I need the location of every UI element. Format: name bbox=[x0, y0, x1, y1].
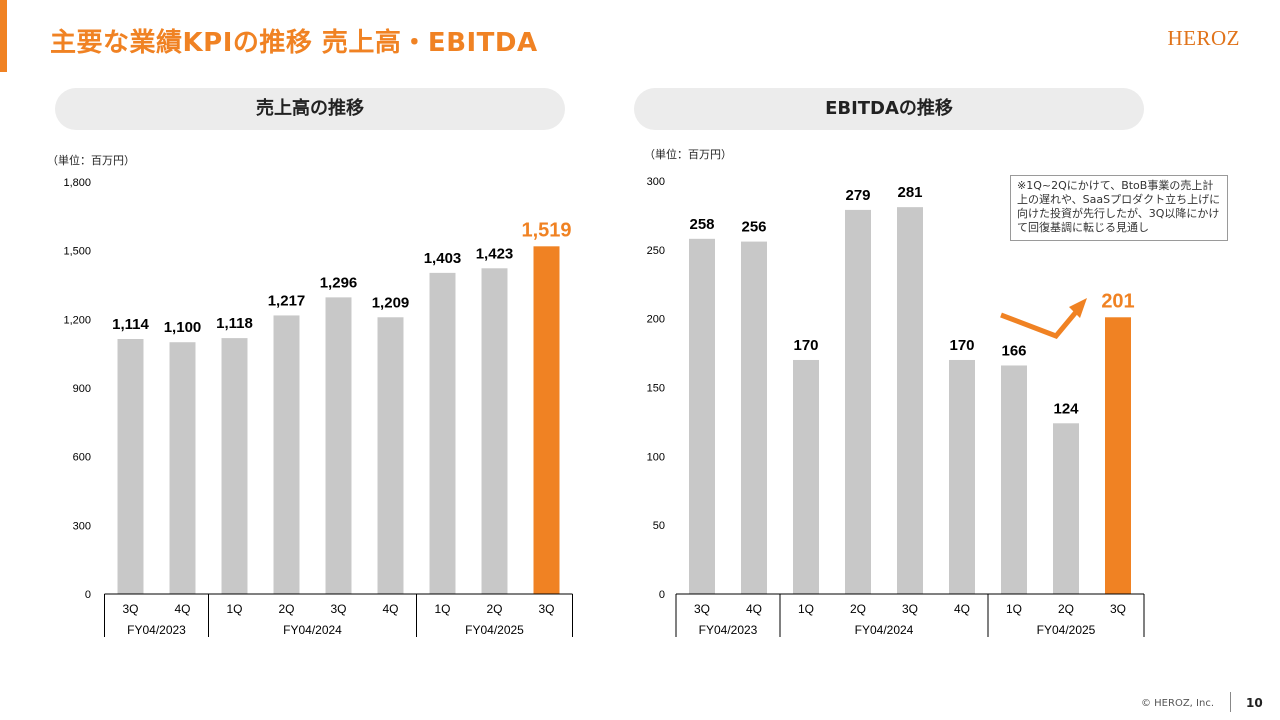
sales-bar-chart: 0 300 600 900 1,200 1,500 1,800 1,114 1,100 1,118… bbox=[63, 177, 573, 637]
data-label: 170 bbox=[793, 337, 818, 354]
x-group-label: FY04/2025 bbox=[1037, 623, 1096, 637]
title-accent-bar bbox=[0, 0, 7, 72]
ebitda-unit-label: （単位：百万円） bbox=[644, 148, 732, 161]
bar-highlight bbox=[533, 246, 560, 594]
y-tick-label: 1,200 bbox=[63, 314, 91, 326]
data-label: 256 bbox=[741, 219, 766, 236]
bar bbox=[949, 359, 975, 594]
x-category-label: 3Q bbox=[694, 602, 710, 616]
bar bbox=[1053, 423, 1079, 594]
x-group-label: FY04/2023 bbox=[699, 623, 758, 637]
y-tick-label: 900 bbox=[73, 383, 91, 395]
bar bbox=[897, 207, 923, 594]
ebitda-section-title: EBITDAの推移 bbox=[634, 88, 1144, 130]
data-label: 170 bbox=[949, 337, 974, 354]
bar bbox=[325, 297, 352, 594]
x-category-label: 2Q bbox=[278, 602, 294, 616]
x-category-label: 1Q bbox=[798, 602, 814, 616]
y-tick-label: 200 bbox=[647, 314, 665, 326]
footer-divider bbox=[1230, 692, 1231, 712]
y-tick-label: 50 bbox=[653, 520, 665, 532]
x-group-label: FY04/2024 bbox=[855, 623, 914, 637]
bar bbox=[741, 241, 767, 594]
x-category-label: 3Q bbox=[1110, 602, 1126, 616]
x-category-label: 4Q bbox=[382, 602, 398, 616]
y-tick-label: 300 bbox=[647, 176, 665, 188]
data-label: 1,100 bbox=[164, 319, 202, 336]
page-number: 10 bbox=[1246, 696, 1263, 710]
data-label: 124 bbox=[1053, 400, 1079, 417]
x-group-label: FY04/2025 bbox=[465, 623, 524, 637]
x-category-label: 1Q bbox=[226, 602, 242, 616]
data-label: 1,519 bbox=[521, 219, 571, 241]
data-label: 1,118 bbox=[216, 315, 253, 332]
heroz-logo: HEROZ bbox=[1167, 26, 1240, 50]
page-title: 主要な業績KPIの推移 売上高・EBITDA bbox=[50, 28, 538, 58]
bar bbox=[1001, 365, 1027, 594]
bar bbox=[429, 272, 456, 594]
data-label: 258 bbox=[689, 216, 714, 233]
data-label: 281 bbox=[897, 184, 922, 201]
sales-unit-label: （単位：百万円） bbox=[47, 154, 135, 167]
x-category-label: 4Q bbox=[954, 602, 970, 616]
data-label: 1,403 bbox=[424, 250, 462, 267]
y-tick-label: 0 bbox=[85, 589, 91, 601]
bar-highlight bbox=[1105, 317, 1131, 594]
data-label: 1,114 bbox=[112, 316, 149, 333]
data-label: 1,209 bbox=[372, 294, 410, 311]
ebitda-note: ※1Q~2Qにかけて、BtoB事業の売上計上の遅れや、SaaSプロダクト立ち上げ… bbox=[1010, 175, 1228, 241]
data-label: 1,296 bbox=[320, 274, 358, 291]
y-tick-label: 600 bbox=[73, 452, 91, 464]
x-category-label: 2Q bbox=[486, 602, 502, 616]
bar bbox=[689, 238, 715, 594]
bar bbox=[793, 359, 819, 594]
ebitda-bar-chart: 0 50 100 150 200 250 300 258 256 170 279 281 170 166 1… bbox=[647, 176, 1145, 637]
bar bbox=[169, 342, 196, 594]
bar bbox=[377, 317, 404, 594]
y-tick-label: 150 bbox=[647, 383, 665, 395]
x-category-label: 3Q bbox=[538, 602, 554, 616]
x-group-label: FY04/2023 bbox=[127, 623, 186, 637]
bar bbox=[845, 209, 871, 594]
y-tick-label: 1,500 bbox=[63, 246, 91, 258]
x-category-label: 3Q bbox=[330, 602, 346, 616]
data-label: 279 bbox=[845, 187, 870, 204]
bar bbox=[117, 339, 144, 594]
copyright-text: © HEROZ, Inc. bbox=[1140, 698, 1214, 709]
data-label: 1,217 bbox=[268, 292, 306, 309]
x-category-label: 2Q bbox=[1058, 602, 1074, 616]
y-tick-label: 100 bbox=[647, 451, 665, 463]
x-category-label: 4Q bbox=[746, 602, 762, 616]
y-tick-label: 0 bbox=[659, 589, 665, 601]
y-tick-label: 300 bbox=[73, 520, 91, 532]
bar bbox=[273, 315, 300, 594]
data-label: 201 bbox=[1101, 290, 1134, 312]
x-category-label: 2Q bbox=[850, 602, 866, 616]
y-tick-label: 250 bbox=[647, 245, 665, 257]
x-category-label: 4Q bbox=[174, 602, 190, 616]
x-category-label: 1Q bbox=[1006, 602, 1022, 616]
x-category-label: 3Q bbox=[122, 602, 138, 616]
y-tick-label: 1,800 bbox=[63, 177, 91, 189]
sales-section-title: 売上高の推移 bbox=[55, 88, 565, 130]
x-category-label: 3Q bbox=[902, 602, 918, 616]
x-category-label: 1Q bbox=[434, 602, 450, 616]
bar bbox=[481, 268, 508, 594]
bar bbox=[221, 338, 248, 594]
data-label: 166 bbox=[1001, 342, 1026, 359]
x-group-label: FY04/2024 bbox=[283, 623, 342, 637]
data-label: 1,423 bbox=[476, 245, 514, 262]
